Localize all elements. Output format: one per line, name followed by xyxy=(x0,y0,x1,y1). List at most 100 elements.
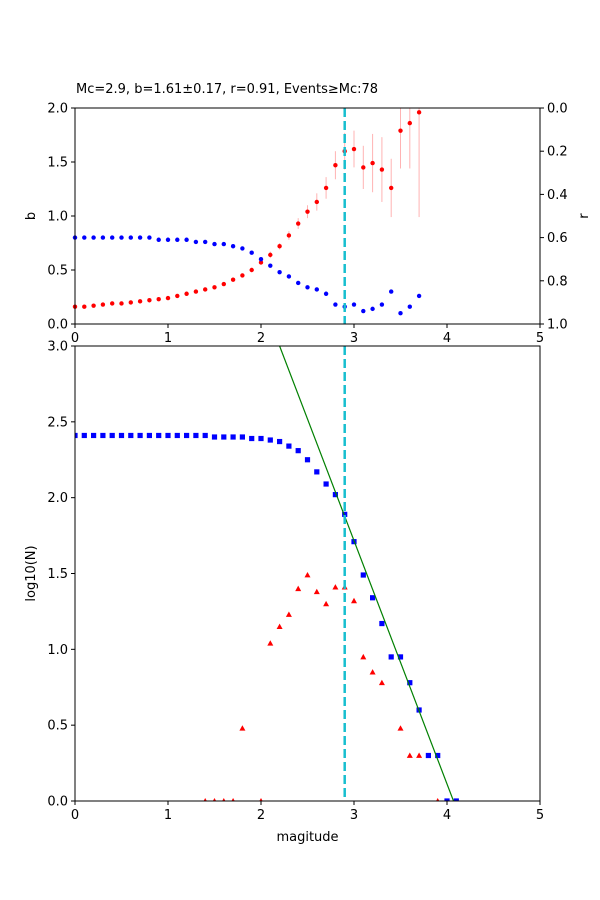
noncumulative-point xyxy=(285,611,292,617)
top-y-tick-label: 0.5 xyxy=(47,264,68,279)
r-value-point xyxy=(100,235,106,240)
r-value-point xyxy=(212,241,217,247)
b-value-point xyxy=(110,301,115,306)
noncumulative-point xyxy=(378,679,385,686)
gutenberg-richter-fit-line xyxy=(279,346,455,801)
r-value-point xyxy=(286,274,292,279)
cumulative-point xyxy=(137,432,143,439)
cumulative-point xyxy=(332,492,338,498)
b-value-point xyxy=(258,260,264,265)
cumulative-point xyxy=(370,595,376,601)
r-value-point xyxy=(296,280,301,286)
bottom-y-tick-label: 1.0 xyxy=(47,643,68,658)
r-value-point xyxy=(333,302,338,307)
b-value-point xyxy=(212,285,217,290)
r-value-point xyxy=(110,235,115,240)
r-value-point xyxy=(305,285,310,290)
r-value-point xyxy=(323,291,329,296)
top-right-tick-label: 1.0 xyxy=(547,318,568,333)
b-value-point xyxy=(82,304,87,309)
noncumulative-point xyxy=(222,798,226,801)
r-value-point xyxy=(314,287,319,292)
cumulative-point xyxy=(286,443,292,449)
cumulative-point xyxy=(342,511,348,517)
b-value-point xyxy=(407,120,412,126)
top-right-axis-label: r xyxy=(577,213,592,219)
r-value-point xyxy=(137,235,143,240)
cumulative-point xyxy=(453,798,459,801)
bottom-x-tick-label: 5 xyxy=(536,808,544,823)
cumulative-point xyxy=(128,432,134,439)
bottom-x-tick-label: 3 xyxy=(350,808,358,823)
cumulative-point xyxy=(202,432,208,439)
top-y-tick-label: 2.0 xyxy=(47,102,68,117)
b-value-point xyxy=(128,300,133,305)
r-value-point xyxy=(361,308,366,314)
r-value-point xyxy=(240,246,245,251)
bottom-y-tick-label: 2.0 xyxy=(47,491,68,506)
r-value-point xyxy=(193,239,199,245)
r-value-point xyxy=(268,263,273,268)
cumulative-point xyxy=(118,432,125,439)
cumulative-point xyxy=(267,437,273,443)
b-value-point xyxy=(137,299,143,304)
cumulative-point xyxy=(184,432,190,439)
cumulative-point xyxy=(323,481,329,487)
r-value-point xyxy=(407,304,412,309)
cumulative-point xyxy=(109,432,115,439)
bottom-x-tick-label: 1 xyxy=(164,808,172,823)
b-value-point xyxy=(230,277,236,282)
top-right-tick-label: 0.0 xyxy=(547,102,568,117)
noncumulative-point xyxy=(416,752,423,758)
r-value-point xyxy=(351,302,357,307)
r-value-point xyxy=(370,306,375,312)
r-value-point xyxy=(379,302,385,307)
b-value-point xyxy=(119,301,124,306)
b-value-point xyxy=(249,267,254,273)
b-value-point xyxy=(156,296,161,302)
cumulative-point xyxy=(295,448,301,454)
noncumulative-point xyxy=(323,600,330,607)
bottom-x-tick-label: 0 xyxy=(71,808,79,823)
noncumulative-point xyxy=(231,798,235,801)
noncumulative-point xyxy=(212,798,217,801)
b-value-point xyxy=(268,252,273,258)
b-value-point xyxy=(100,302,106,307)
bottom-x-tick-label: 4 xyxy=(443,808,451,823)
top-right-tick-label: 0.2 xyxy=(547,145,568,160)
top-right-tick-label: 0.4 xyxy=(547,188,568,203)
bottom-y-tick-label: 0.0 xyxy=(47,795,68,810)
r-value-point xyxy=(203,239,208,245)
cumulative-point xyxy=(314,469,320,475)
cumulative-point xyxy=(435,752,441,759)
b-value-point xyxy=(389,185,394,191)
bottom-y-axis-label: log10(N) xyxy=(24,545,39,601)
top-y-tick-label: 1.0 xyxy=(47,210,68,225)
b-value-point xyxy=(286,233,292,238)
bottom-x-axis-label: magitude xyxy=(276,830,338,845)
cumulative-point xyxy=(258,435,264,442)
bottom-y-tick-label: 0.5 xyxy=(47,719,68,734)
r-value-point xyxy=(147,235,152,240)
cumulative-point xyxy=(304,457,311,463)
cumulative-point xyxy=(100,432,106,439)
r-value-point xyxy=(258,257,264,262)
noncumulative-point xyxy=(313,588,320,595)
cumulative-point xyxy=(75,432,78,439)
b-value-point xyxy=(370,160,375,166)
b-value-point xyxy=(91,303,96,308)
b-value-point xyxy=(175,293,180,299)
top-x-tick-label: 1 xyxy=(164,331,172,346)
bottom-y-tick-label: 2.5 xyxy=(47,415,68,430)
b-value-point xyxy=(184,291,189,296)
r-value-point xyxy=(128,235,133,240)
r-value-point xyxy=(398,311,403,316)
top-x-tick-label: 5 xyxy=(536,331,544,346)
cumulative-point xyxy=(379,620,385,627)
cumulative-point xyxy=(211,434,218,440)
top-x-tick-label: 3 xyxy=(350,331,358,346)
noncumulative-point xyxy=(304,572,311,578)
bottom-x-tick-label: 2 xyxy=(257,808,265,823)
r-value-point xyxy=(416,293,422,299)
noncumulative-point xyxy=(295,585,302,592)
